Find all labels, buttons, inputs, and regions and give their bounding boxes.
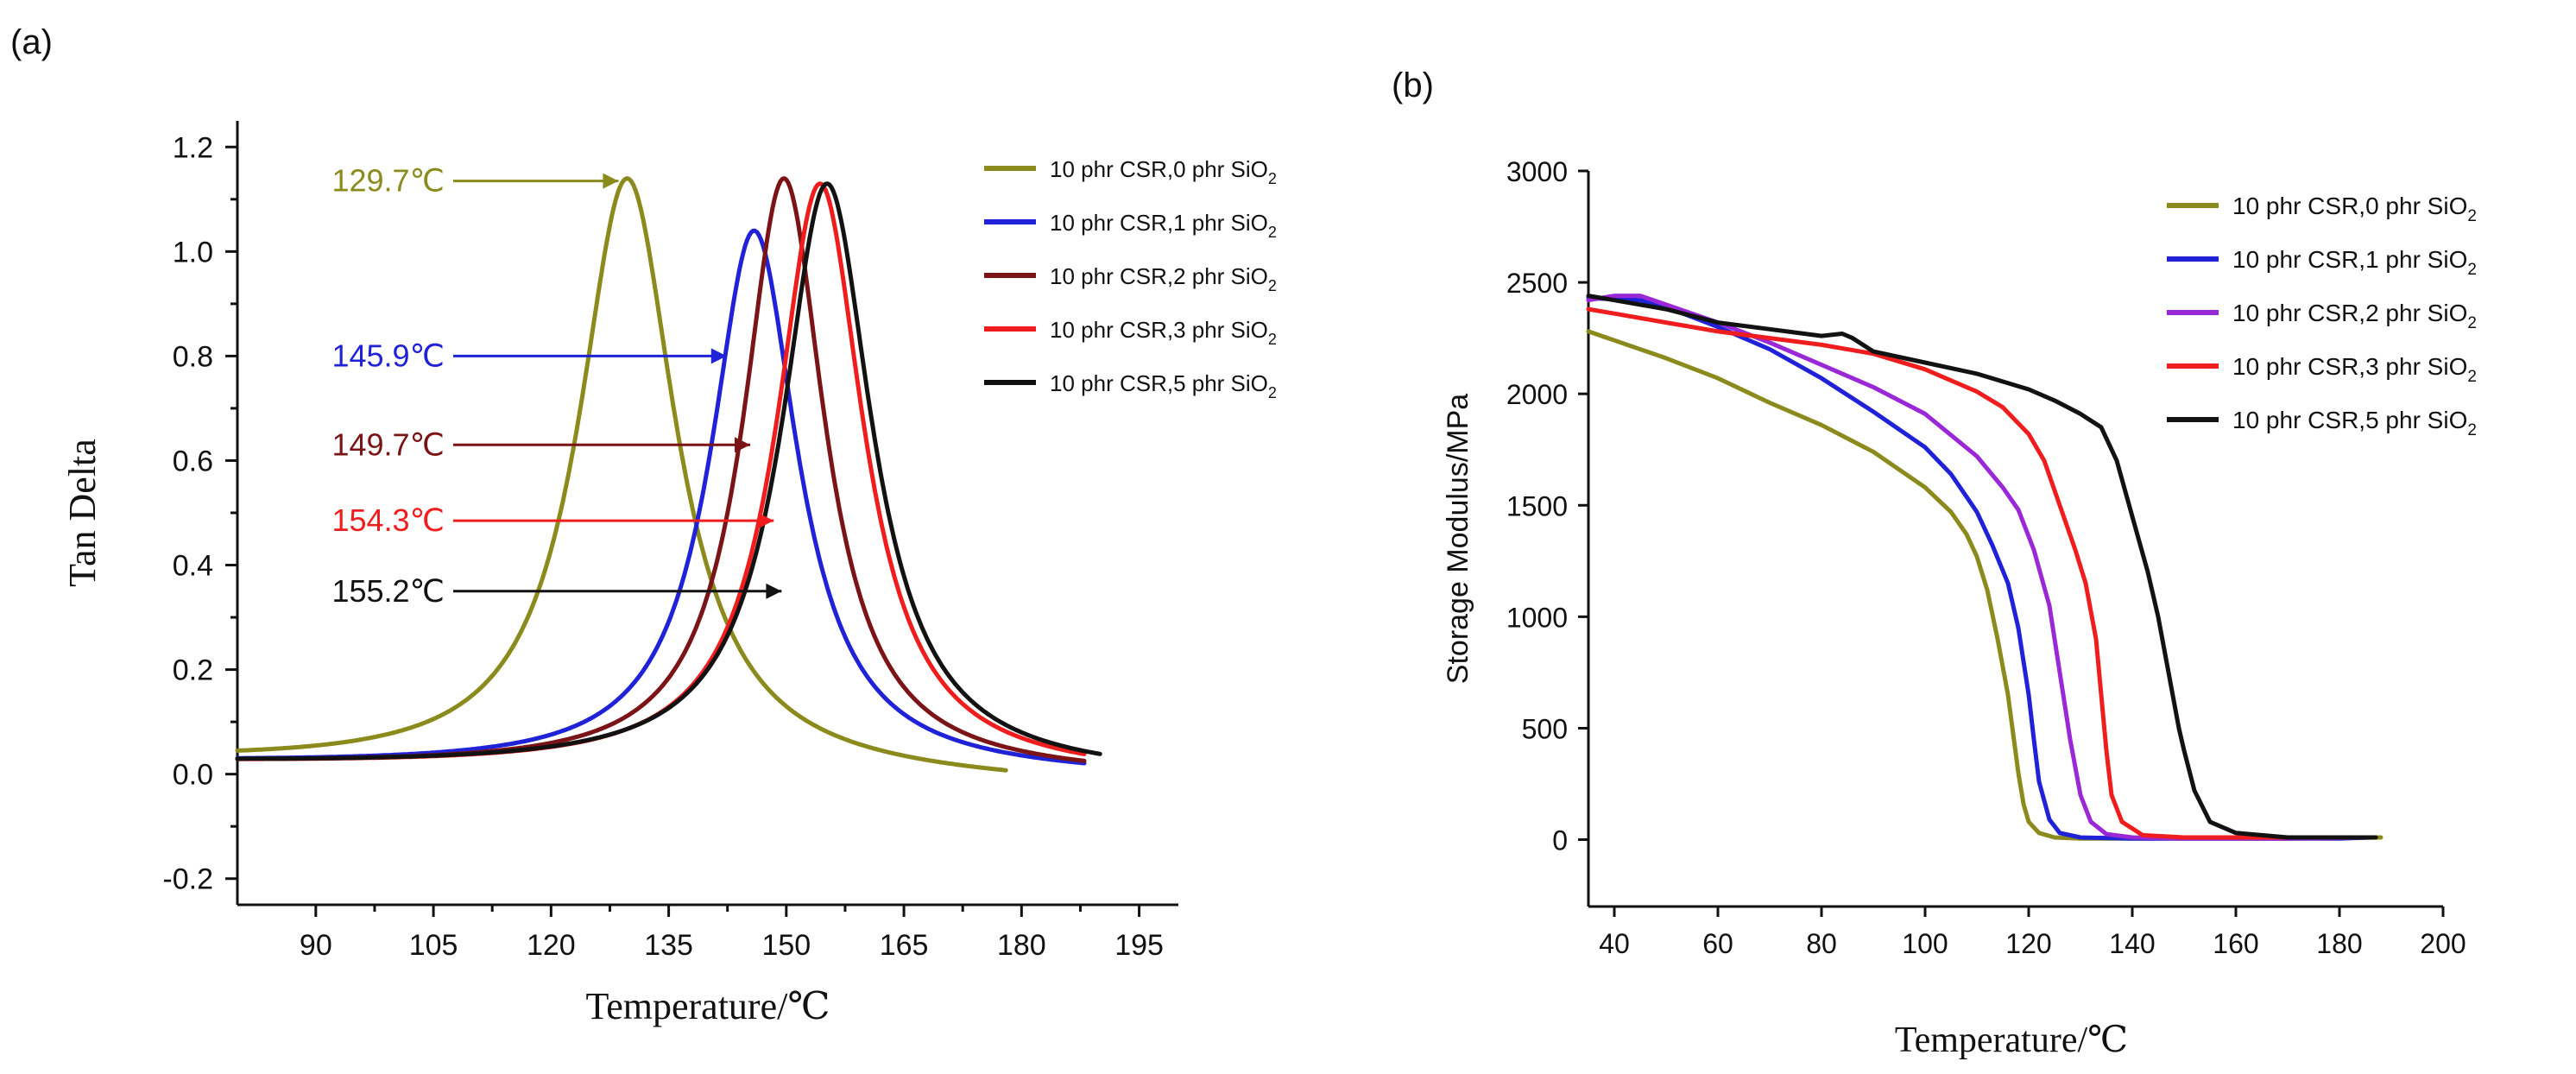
- series-line-0: [235, 176, 1008, 773]
- x-tick-label: 180: [997, 929, 1046, 962]
- chart-panel-b: (b) 0 500 1000 1500 2000 2500 3000 40 60 80 100 120 1…: [1392, 66, 2477, 1060]
- annotation-label: 149.7℃: [331, 426, 445, 462]
- y-tick-label: 3000: [1506, 156, 1568, 187]
- series-line-3: [1586, 306, 2290, 840]
- legend-text: 10 phr CSR,3 phr SiO: [1050, 317, 1268, 343]
- legend-text: 10 phr CSR,2 phr SiO: [1050, 263, 1268, 289]
- y-tick-label: 2500: [1506, 268, 1568, 299]
- x-tick-label: 200: [2420, 928, 2466, 959]
- legend-entry: 10 phr CSR,2 phr SiO2: [2232, 300, 2477, 332]
- legend-subscript: 2: [2467, 207, 2477, 225]
- annotation-label: 129.7℃: [331, 163, 445, 199]
- y-tick-label: 0.8: [173, 340, 213, 373]
- y-tick-label: 1000: [1506, 602, 1568, 633]
- x-tick-label: 160: [2213, 928, 2258, 959]
- annotation-arrow-head: [603, 173, 619, 189]
- legend-text: 10 phr CSR,2 phr SiO: [2232, 300, 2467, 326]
- legend-text: 10 phr CSR,5 phr SiO: [2232, 407, 2467, 433]
- series-line-4: [235, 181, 1102, 761]
- annotation-label: 154.3℃: [331, 502, 445, 538]
- legend-entry: 10 phr CSR,2 phr SiO2: [1050, 263, 1277, 294]
- y-tick-label: 2000: [1506, 379, 1568, 410]
- legend-subscript: 2: [2467, 261, 2477, 279]
- x-tick-label: 90: [300, 929, 332, 962]
- annotation-arrow-head: [766, 583, 782, 599]
- series-line-2: [235, 176, 1087, 763]
- x-axis-title: Temperature/℃: [1895, 1020, 2128, 1060]
- legend-text: 10 phr CSR,1 phr SiO: [1050, 210, 1268, 236]
- y-tick-label: 0.2: [173, 654, 213, 687]
- x-tick-label: 135: [644, 929, 693, 962]
- y-axis-title: Tan Delta: [61, 439, 104, 587]
- legend-subscript: 2: [2467, 368, 2477, 386]
- legend-entry: 10 phr CSR,5 phr SiO2: [2232, 407, 2477, 439]
- y-tick-label: 0.4: [173, 550, 213, 583]
- x-tick-label: 195: [1114, 929, 1164, 962]
- legend-entry: 10 phr CSR,0 phr SiO2: [2232, 193, 2477, 225]
- legend-entry: 10 phr CSR,1 phr SiO2: [1050, 210, 1277, 241]
- legend-subscript: 2: [1268, 331, 1277, 348]
- legend-entry: 10 phr CSR,1 phr SiO2: [2232, 246, 2477, 279]
- legend-subscript: 2: [1268, 277, 1277, 294]
- x-tick-label: 100: [1902, 928, 1948, 959]
- legend-subscript: 2: [1268, 170, 1277, 187]
- x-tick-label: 120: [527, 929, 576, 962]
- annotation-arrow-head: [710, 348, 727, 364]
- y-tick-label: 1.0: [173, 236, 213, 268]
- legend-entry: 10 phr CSR,3 phr SiO2: [1050, 317, 1277, 348]
- legend-subscript: 2: [1268, 384, 1277, 401]
- annotation-arrow-head: [735, 437, 751, 453]
- legend-text: 10 phr CSR,3 phr SiO: [2232, 353, 2467, 380]
- x-tick-label: 140: [2109, 928, 2155, 959]
- legend-subscript: 2: [2467, 314, 2477, 332]
- series-line-4: [1586, 294, 2378, 840]
- panel-label-b: (b): [1392, 66, 1434, 104]
- y-tick-label: 1.2: [173, 131, 213, 164]
- legend-text: 10 phr CSR,1 phr SiO: [2232, 246, 2467, 273]
- y-tick-label: 0: [1552, 825, 1568, 856]
- legend-text: 10 phr CSR,0 phr SiO: [1050, 156, 1268, 182]
- chart-panel-a: (a) -0.2 0.0 0.2 0.4 0.6 0.8 1.0 1.2 90 105 120 135 1…: [10, 23, 1277, 1027]
- annotation-label: 155.2℃: [331, 573, 445, 609]
- y-axis-title: Storage Modulus/MPa: [1442, 394, 1474, 684]
- legend-subscript: 2: [1268, 224, 1277, 241]
- y-tick-label: 500: [1522, 713, 1568, 744]
- y-tick-label: 0.0: [173, 759, 213, 792]
- legend-subscript: 2: [2467, 421, 2477, 439]
- legend-text: 10 phr CSR,5 phr SiO: [1050, 370, 1268, 396]
- series-line-3: [235, 181, 1087, 761]
- y-tick-label: -0.2: [162, 863, 213, 896]
- x-tick-label: 180: [2316, 928, 2362, 959]
- annotation-arrow-head: [758, 513, 774, 529]
- x-tick-label: 105: [409, 929, 458, 962]
- x-tick-label: 40: [1599, 928, 1630, 959]
- legend-text: 10 phr CSR,0 phr SiO: [2232, 193, 2467, 219]
- x-tick-label: 150: [761, 929, 811, 962]
- y-tick-label: 1500: [1506, 490, 1568, 521]
- y-tick-label: 0.6: [173, 445, 213, 477]
- legend-entry: 10 phr CSR,3 phr SiO2: [2232, 353, 2477, 386]
- x-tick-label: 80: [1806, 928, 1837, 959]
- x-tick-label: 60: [1702, 928, 1733, 959]
- legend-entry: 10 phr CSR,5 phr SiO2: [1050, 370, 1277, 401]
- x-axis-title: Temperature/℃: [585, 985, 830, 1027]
- annotation-label: 145.9℃: [331, 338, 445, 373]
- x-tick-label: 120: [2005, 928, 2051, 959]
- x-tick-label: 165: [880, 929, 929, 962]
- panel-label-a: (a): [10, 23, 53, 61]
- legend-entry: 10 phr CSR,0 phr SiO2: [1050, 156, 1277, 187]
